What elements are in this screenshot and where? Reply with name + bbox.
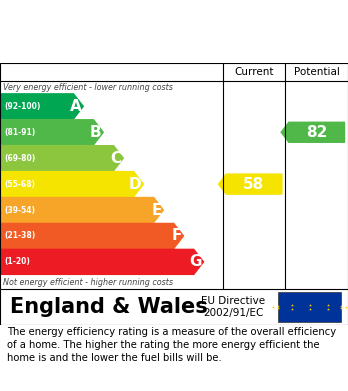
Text: (55-68): (55-68) <box>4 179 35 188</box>
Text: (39-54): (39-54) <box>4 206 35 215</box>
Polygon shape <box>0 94 83 119</box>
Text: Potential: Potential <box>294 66 340 77</box>
Text: G: G <box>189 255 202 269</box>
Polygon shape <box>0 146 123 171</box>
Text: 82: 82 <box>306 125 327 140</box>
Text: F: F <box>171 228 182 244</box>
Polygon shape <box>0 223 183 248</box>
FancyBboxPatch shape <box>278 292 341 322</box>
Text: EU Directive
2002/91/EC: EU Directive 2002/91/EC <box>201 296 265 318</box>
Text: E: E <box>151 203 162 217</box>
Text: A: A <box>70 99 81 114</box>
Polygon shape <box>281 122 345 142</box>
Text: England & Wales: England & Wales <box>10 297 208 317</box>
Text: The energy efficiency rating is a measure of the overall efficiency of a home. T: The energy efficiency rating is a measur… <box>7 326 336 363</box>
Text: Energy Efficiency Rating: Energy Efficiency Rating <box>14 34 261 52</box>
Text: (1-20): (1-20) <box>4 257 30 266</box>
Polygon shape <box>0 249 204 274</box>
Text: (21-38): (21-38) <box>4 231 35 240</box>
Text: Very energy efficient - lower running costs: Very energy efficient - lower running co… <box>3 83 173 92</box>
Polygon shape <box>0 172 143 197</box>
Polygon shape <box>0 197 164 222</box>
Text: (81-91): (81-91) <box>4 128 35 137</box>
Text: (92-100): (92-100) <box>4 102 41 111</box>
Polygon shape <box>219 174 282 194</box>
Text: Not energy efficient - higher running costs: Not energy efficient - higher running co… <box>3 278 174 287</box>
Text: 58: 58 <box>243 177 264 192</box>
Text: C: C <box>110 151 121 166</box>
Text: D: D <box>129 177 142 192</box>
Text: Current: Current <box>234 66 274 77</box>
Text: (69-80): (69-80) <box>4 154 35 163</box>
Polygon shape <box>0 120 103 145</box>
Text: B: B <box>90 125 102 140</box>
